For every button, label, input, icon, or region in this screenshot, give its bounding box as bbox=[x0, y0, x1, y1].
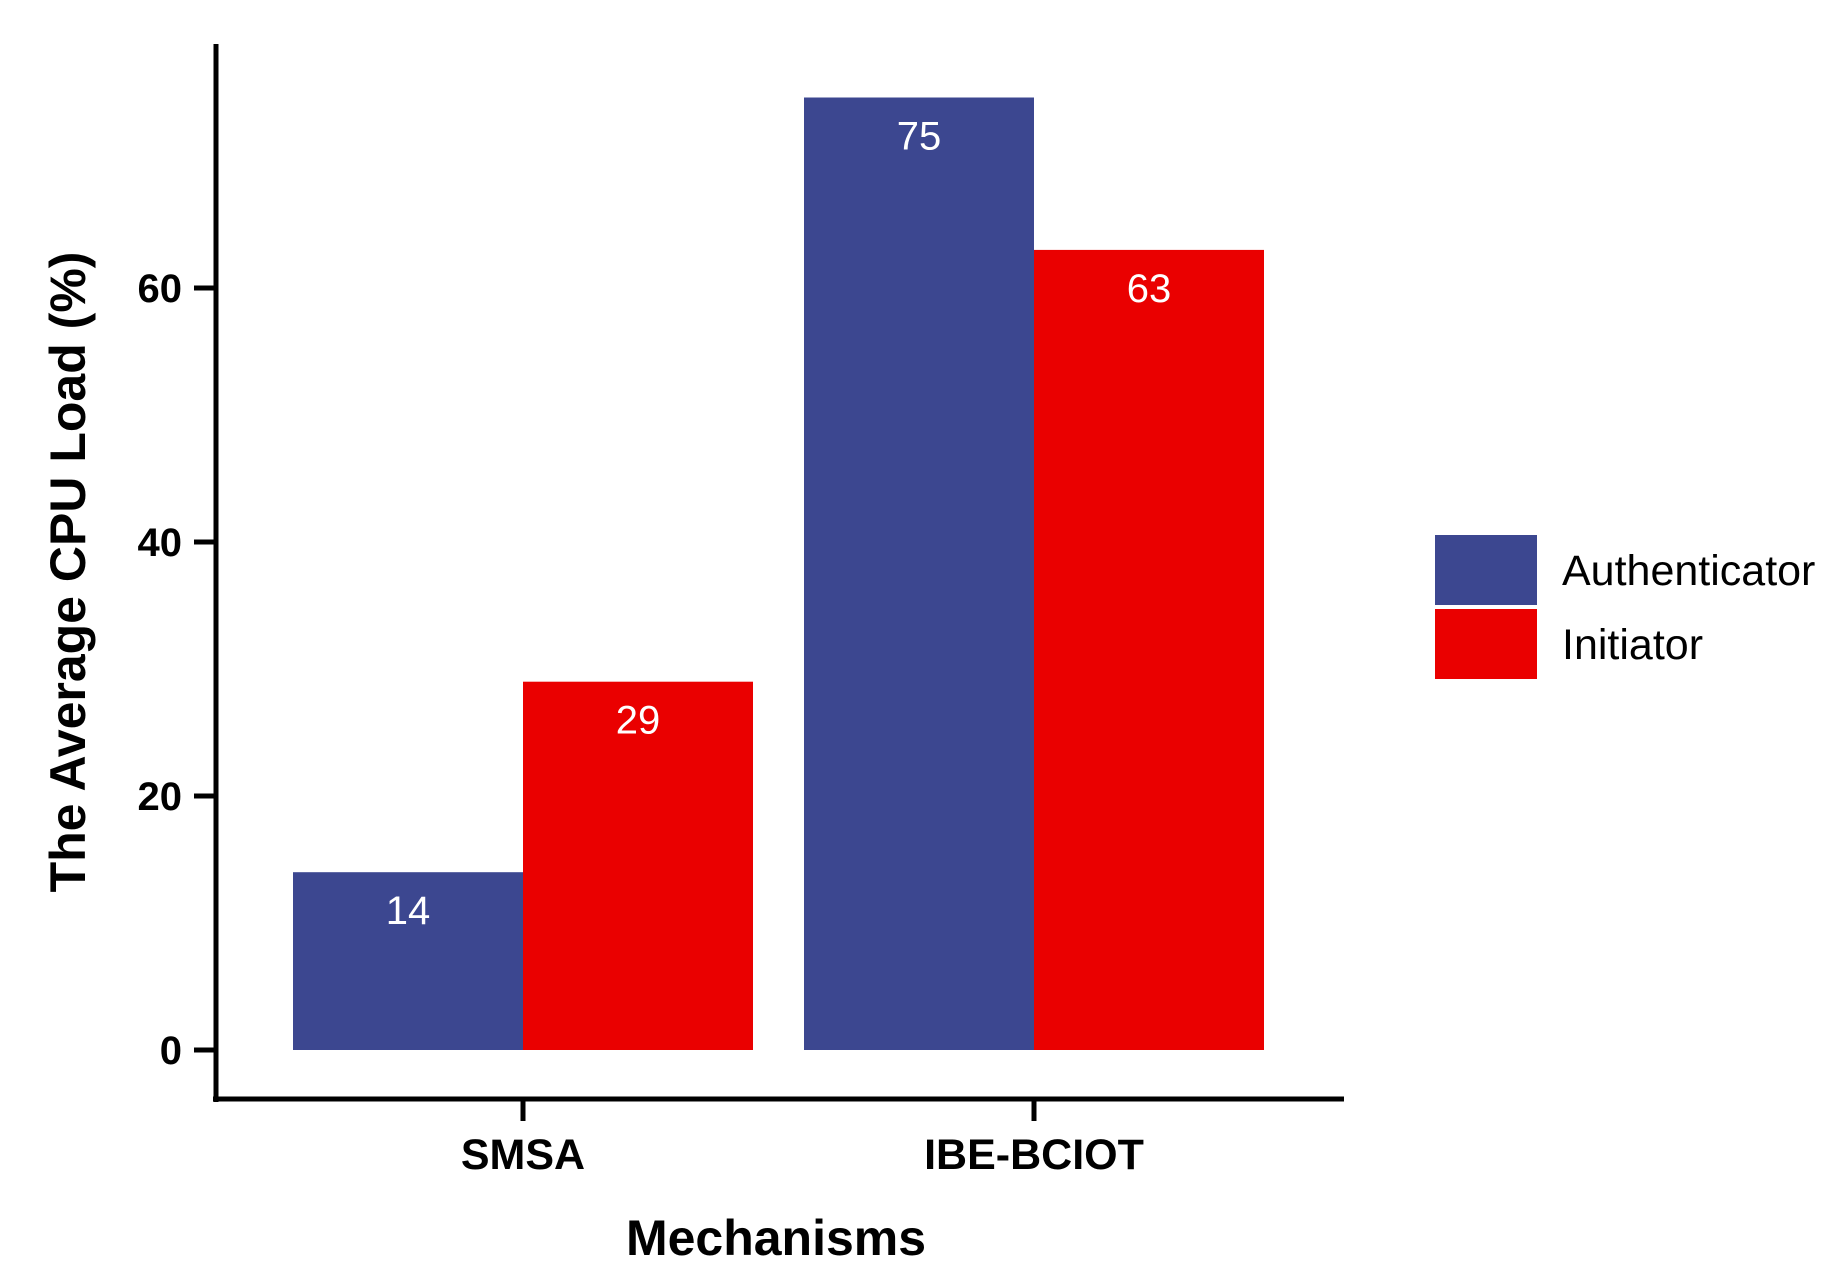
x-tick-label-smsa: SMSA bbox=[461, 1131, 585, 1179]
data-label-ibe-bciot-authenticator: 75 bbox=[897, 115, 942, 159]
x-tick-label-ibe-bciot: IBE-BCIOT bbox=[924, 1131, 1144, 1179]
y-tick-label-40: 40 bbox=[138, 521, 183, 565]
y-ticks: 0 20 40 60 bbox=[138, 267, 216, 1073]
legend-swatch-authenticator bbox=[1435, 535, 1537, 605]
bar-ibe-bciot-initiator bbox=[1034, 249, 1264, 1050]
bars bbox=[293, 97, 1264, 1050]
y-tick-label-0: 0 bbox=[160, 1029, 182, 1073]
bar-smsa-authenticator bbox=[293, 872, 523, 1050]
legend-label-authenticator: Authenticator bbox=[1562, 547, 1815, 595]
data-labels: 14 29 75 63 bbox=[386, 115, 1172, 934]
legend-swatch-initiator bbox=[1435, 609, 1537, 679]
bar-ibe-bciot-authenticator bbox=[804, 97, 1034, 1050]
x-ticks: SMSA IBE-BCIOT bbox=[461, 1099, 1144, 1179]
legend: Authenticator Initiator bbox=[1435, 535, 1815, 679]
data-label-smsa-initiator: 29 bbox=[616, 699, 661, 743]
y-axis-title: The Average CPU Load (%) bbox=[40, 252, 96, 893]
data-label-smsa-authenticator: 14 bbox=[386, 889, 431, 933]
y-tick-label-60: 60 bbox=[138, 267, 183, 311]
axes bbox=[213, 44, 1344, 1102]
legend-label-initiator: Initiator bbox=[1562, 621, 1703, 669]
bar-smsa-initiator bbox=[523, 681, 753, 1050]
y-tick-label-20: 20 bbox=[138, 775, 183, 819]
x-axis-title: Mechanisms bbox=[626, 1210, 926, 1266]
data-label-ibe-bciot-initiator: 63 bbox=[1127, 267, 1172, 311]
